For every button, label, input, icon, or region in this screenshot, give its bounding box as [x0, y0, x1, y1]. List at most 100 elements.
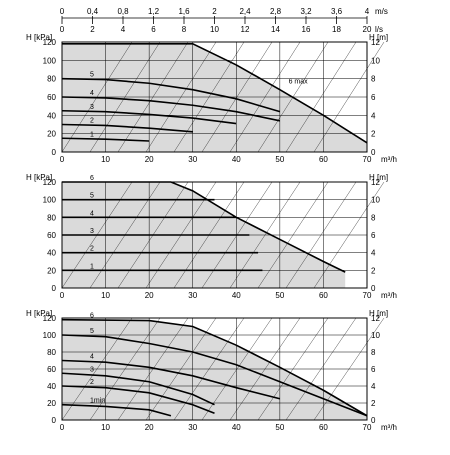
y-right-tick-label: 8 [371, 348, 376, 357]
pipe-characteristic-line [145, 317, 217, 421]
plot-frame [61, 317, 368, 421]
series-label: 6 max [289, 78, 309, 85]
y-left-tick-label: 0 [52, 148, 57, 157]
x-tick-label: 60 [319, 155, 328, 164]
pipe-characteristic-line [89, 317, 161, 421]
ls-tick-label: 6 [151, 25, 156, 34]
ms-tick-label: 3,6 [331, 7, 343, 16]
y-left-tick-label: 60 [47, 365, 56, 374]
y-left-tick-label: 20 [47, 130, 56, 139]
series-line-3 [61, 372, 215, 406]
y-left-tick-label: 120 [43, 38, 57, 47]
y-right-tick-label: 12 [371, 314, 380, 323]
series-line-2 [61, 385, 215, 414]
x-axis-label: m³/h [381, 291, 397, 300]
x-tick-label: 20 [145, 291, 154, 300]
y-right-tick-label: 8 [371, 213, 376, 222]
series-label: 4 [90, 210, 94, 217]
x-tick-label: 50 [275, 291, 284, 300]
operating-area [62, 319, 367, 420]
ms-tick-label: 1,2 [148, 7, 160, 16]
y-left-tick-label: 80 [47, 213, 56, 222]
y-left-tick-label: 80 [47, 348, 56, 357]
ms-tick-label: 2,4 [239, 7, 251, 16]
y-left-tick-label: 60 [47, 231, 56, 240]
ls-tick-label: 18 [332, 25, 341, 34]
x-tick-label: 20 [145, 423, 154, 432]
y-right-tick-label: 6 [371, 231, 376, 240]
y-right-tick-label: 10 [371, 196, 380, 205]
series-label: 3 [90, 228, 94, 235]
series-label: 5 [90, 72, 94, 79]
y-right-tick-label: 4 [371, 249, 376, 258]
series-line-2 [61, 123, 193, 133]
y-right-tick-label: 4 [371, 382, 376, 391]
ms-tick-label: 4 [365, 7, 370, 16]
pipe-characteristic-line [257, 317, 329, 421]
y-right-tick-label: 4 [371, 111, 376, 120]
y-right-tick-label: 10 [371, 331, 380, 340]
series-line-6-max [62, 43, 368, 144]
pipe-characteristic-line [285, 41, 357, 153]
y-left-tick-label: 20 [47, 399, 56, 408]
y-left-tick-label: 60 [47, 93, 56, 102]
ls-tick-label: 14 [271, 25, 280, 34]
y-left-axis-label: H [kPa] [26, 173, 52, 182]
series-label: 1 [90, 131, 94, 138]
x-tick-label: 40 [232, 155, 241, 164]
y-right-tick-label: 0 [371, 284, 376, 293]
x-tick-label: 10 [101, 423, 110, 432]
pipe-characteristic-line [173, 41, 245, 153]
ls-tick-label: 4 [121, 25, 126, 34]
y-left-tick-label: 20 [47, 266, 56, 275]
ms-axis-label: m/s [375, 7, 388, 16]
pipe-characteristic-line [89, 41, 161, 153]
ls-tick-label: 8 [182, 25, 187, 34]
x-tick-label: 0 [60, 155, 65, 164]
y-right-axis-label: H [m] [369, 309, 388, 318]
series-label: 6 [90, 313, 94, 320]
x-tick-label: 20 [145, 155, 154, 164]
y-right-tick-label: 10 [371, 56, 380, 65]
y-right-tick-label: 12 [371, 38, 380, 47]
series-label: 1 [90, 263, 94, 270]
operating-area [62, 43, 367, 153]
y-left-tick-label: 100 [43, 196, 57, 205]
ls-tick-label: 2 [90, 25, 95, 34]
ls-tick-label: 12 [241, 25, 250, 34]
y-right-tick-label: 8 [371, 75, 376, 84]
x-tick-label: 60 [319, 423, 328, 432]
y-left-tick-label: 40 [47, 249, 56, 258]
y-right-tick-label: 6 [371, 93, 376, 102]
series-label: 2 [90, 379, 94, 386]
series-label: 3 [90, 104, 94, 111]
y-right-tick-label: 2 [371, 130, 376, 139]
ls-axis-label: l/s [375, 25, 383, 34]
series-line-1min [61, 403, 172, 417]
series-label: 1min [90, 398, 105, 405]
y-right-tick-label: 2 [371, 399, 376, 408]
series-label: 6 [90, 175, 94, 182]
series-label: 5 [90, 193, 94, 200]
pipe-characteristic-line [61, 317, 133, 421]
y-right-axis-label: H [m] [369, 173, 388, 182]
ms-tick-label: 0,8 [117, 7, 129, 16]
y-left-tick-label: 120 [43, 178, 57, 187]
ms-tick-label: 1,6 [178, 7, 190, 16]
x-axis-label: m³/h [381, 423, 397, 432]
series-line-1 [61, 137, 150, 142]
x-tick-label: 50 [275, 155, 284, 164]
pipe-characteristic-line [201, 317, 273, 421]
x-tick-label: 0 [60, 291, 65, 300]
y-left-tick-label: 100 [43, 56, 57, 65]
x-tick-label: 10 [101, 291, 110, 300]
y-left-axis-label: H [kPa] [26, 33, 52, 42]
pipe-characteristic-line [257, 181, 329, 289]
series-line-3 [61, 109, 237, 125]
y-left-tick-label: 40 [47, 111, 56, 120]
ms-tick-label: 2,8 [270, 7, 282, 16]
